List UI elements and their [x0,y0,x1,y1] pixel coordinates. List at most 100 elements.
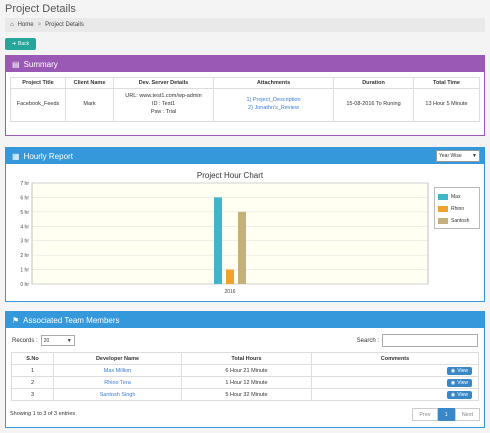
records-label: Records : [12,337,38,344]
attachment-link[interactable]: 2) Jonathn's_Review [248,105,299,111]
summary-table: Project Title Client Name Dev. Server De… [10,77,480,122]
bar-rhino [226,269,234,284]
y-tick-label: 1 hr [20,268,29,274]
next-button[interactable]: Next [454,408,480,421]
breadcrumb-separator: > [37,22,42,28]
col-sno[interactable]: S.No [11,352,54,365]
table-row: 1 Max Million 6 Hour 21 Minute ◉ View [11,364,479,377]
chart-icon: ▦ [12,151,20,161]
col-total-hours[interactable]: Total Hours [181,352,312,365]
x-tick-label: 2016 [224,289,235,295]
arrow-left-icon: ➜ [11,41,17,47]
legend-label: Santosh [451,218,470,224]
y-tick-label: 7 hr [20,181,29,187]
y-tick-label: 6 hr [20,195,29,201]
y-tick-label: 0 hr [20,282,29,288]
breadcrumb: ⌂ Home > Project Details [5,18,485,32]
legend-swatch [438,218,448,224]
col-developer[interactable]: Developer Name [53,352,182,365]
breadcrumb-current: Project Details [45,22,84,28]
plot-area [31,182,429,285]
prev-button[interactable]: Prev [412,408,438,421]
attachment-link[interactable]: 1) Project_Description [246,97,301,104]
view-button[interactable]: ◉ View [446,390,472,399]
legend-label: Max [451,194,461,200]
hours-cell: 5 Hour 32 Minute [181,388,312,401]
server-url: URL: www.test1.com/wp-admin [125,93,202,100]
view-button[interactable]: ◉ View [446,366,472,375]
col-total-time: Total Time [413,77,480,89]
view-button[interactable]: ◉ View [446,378,472,387]
table-row: Facebook_Feeds Mark URL: www.test1.com/w… [10,88,480,122]
legend-label: Rhino [451,206,465,212]
breadcrumb-home[interactable]: Home [17,22,34,28]
back-button[interactable]: ➜ Back [5,38,36,50]
legend-item: Rhino [438,203,476,215]
search-label: Search : [356,337,379,344]
view-label: View [457,391,468,398]
period-select[interactable]: Year Wise ▼ [436,150,480,162]
chart-legend: Max Rhino Santosh [434,187,480,229]
total-time-value: 13 Hour 5 Minute [413,88,480,122]
hours-cell: 6 Hour 21 Minute [181,364,312,377]
developer-link[interactable]: Max Million [53,364,182,377]
view-label: View [457,367,468,374]
records-control: Records : 20 ▼ [12,335,75,346]
comments-cell: ◉ View [311,388,479,401]
col-server-details: Dev. Server Details [113,77,214,89]
col-comments[interactable]: Comments [311,352,479,365]
project-title-value: Facebook_Feeds [10,88,66,122]
home-icon: ⌂ [10,22,14,28]
y-tick-label: 4 hr [20,224,29,230]
y-tick-label: 5 hr [20,210,29,216]
records-select-value: 20 [43,337,50,344]
entries-info: Showing 1 to 3 of 3 entries [10,411,76,417]
comments-cell: ◉ View [311,364,479,377]
bar-max [214,197,222,284]
flag-icon: ⚑ [12,315,20,325]
legend-item: Santosh [438,215,476,227]
hourly-report-header: ▦ Hourly Report Year Wise ▼ [6,148,484,164]
y-tick-label: 2 hr [20,253,29,259]
pagination: Prev 1 Next [412,408,480,421]
search-control: Search : [357,334,478,347]
period-select-value: Year Wise [439,153,462,159]
col-project-title: Project Title [10,77,66,89]
caret-down-icon: ▼ [66,337,72,344]
legend-item: Max [438,191,476,203]
hourly-report-panel: ▦ Hourly Report Year Wise ▼ Project Hour… [5,147,485,302]
duration-value: 15-08-2016 To Runing [333,88,414,122]
sno-cell: 3 [11,388,54,401]
developer-link[interactable]: Santosh Singh [53,388,182,401]
search-input[interactable] [382,334,478,347]
team-table: S.No Developer Name Total Hours Comments… [11,352,479,401]
eye-icon: ◉ [450,391,456,398]
comments-cell: ◉ View [311,376,479,389]
attachments-value: 1) Project_Description 2) Jonathn's_Revi… [213,88,334,122]
records-select[interactable]: 20 ▼ [40,335,75,346]
y-tick-label: 3 hr [20,239,29,245]
summary-panel: ▤ Summary Project Title Client Name Dev.… [5,55,485,136]
sno-cell: 2 [11,376,54,389]
view-label: View [457,379,468,386]
server-password: Psw : Trial [150,108,177,115]
hourly-report-title: Hourly Report [23,151,73,161]
col-attachments: Attachments [213,77,334,89]
summary-header: ▤ Summary [6,56,484,72]
team-header: ⚑ Associated Team Members [6,312,484,328]
chart-title: Project Hour Chart [197,171,264,180]
server-details-value: URL: www.test1.com/wp-admin ID : Test1 P… [113,88,214,122]
caret-down-icon: ▼ [472,153,477,159]
summary-title: Summary [23,59,58,69]
table-row: 3 Santosh Singh 5 Hour 32 Minute ◉ View [11,388,479,401]
back-label: Back [18,41,30,47]
sno-cell: 1 [11,364,54,377]
developer-link[interactable]: Rhino Tera [53,376,182,389]
hours-cell: 1 Hour 12 Minute [181,376,312,389]
client-value: Mark [65,88,114,122]
legend-swatch [438,206,448,212]
bar-santosh [238,211,246,284]
col-duration: Duration [333,77,414,89]
page-1-button[interactable]: 1 [437,408,455,421]
eye-icon: ◉ [450,379,456,386]
